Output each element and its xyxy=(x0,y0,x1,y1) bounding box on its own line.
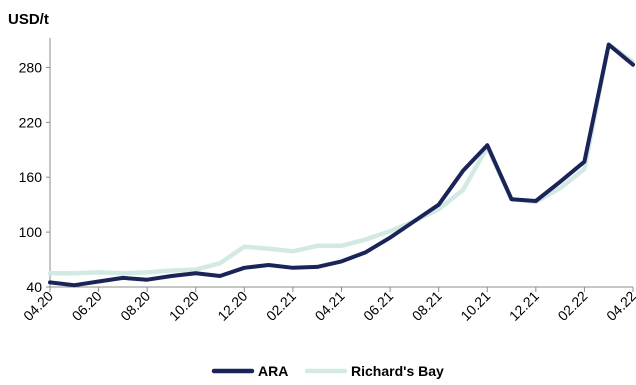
y-axis-unit-label: USD/t xyxy=(8,11,49,28)
series-layer xyxy=(47,42,636,288)
x-tick-label: 02.22 xyxy=(554,288,590,324)
legend-label-richards-bay: Richard's Bay xyxy=(351,363,444,379)
x-tick-label: 12.20 xyxy=(214,288,250,324)
series-line-ara xyxy=(48,42,635,288)
x-tick-label: 10.20 xyxy=(166,288,202,324)
y-tick-label: 100 xyxy=(19,224,43,240)
x-tick-label: 02.21 xyxy=(263,288,299,324)
y-tick-label: 280 xyxy=(19,59,43,75)
x-tick-label: 08.20 xyxy=(117,288,153,324)
x-tick-label: 12.21 xyxy=(506,288,542,324)
x-tick-label: 06.21 xyxy=(360,288,396,324)
x-axis: 04.20 06.20 08.20 10.20 12.20 02.21 04.21 06.21… xyxy=(20,286,636,324)
y-tick-label: 160 xyxy=(19,169,43,185)
x-tick-label: 10.21 xyxy=(457,288,493,324)
x-tick-label: 04.22 xyxy=(603,288,636,324)
x-tick-label: 04.21 xyxy=(312,288,348,324)
y-tick-label: 220 xyxy=(19,114,43,130)
series-line-richards-bay xyxy=(47,42,636,276)
y-axis: 40 100 160 220 280 xyxy=(19,38,51,295)
legend: ARA Richard's Bay xyxy=(211,363,444,379)
y-tick-label: 40 xyxy=(26,279,42,295)
x-tick-label: 08.21 xyxy=(409,288,445,324)
legend-label-ara: ARA xyxy=(258,363,288,379)
x-tick-label: 06.20 xyxy=(69,288,105,324)
